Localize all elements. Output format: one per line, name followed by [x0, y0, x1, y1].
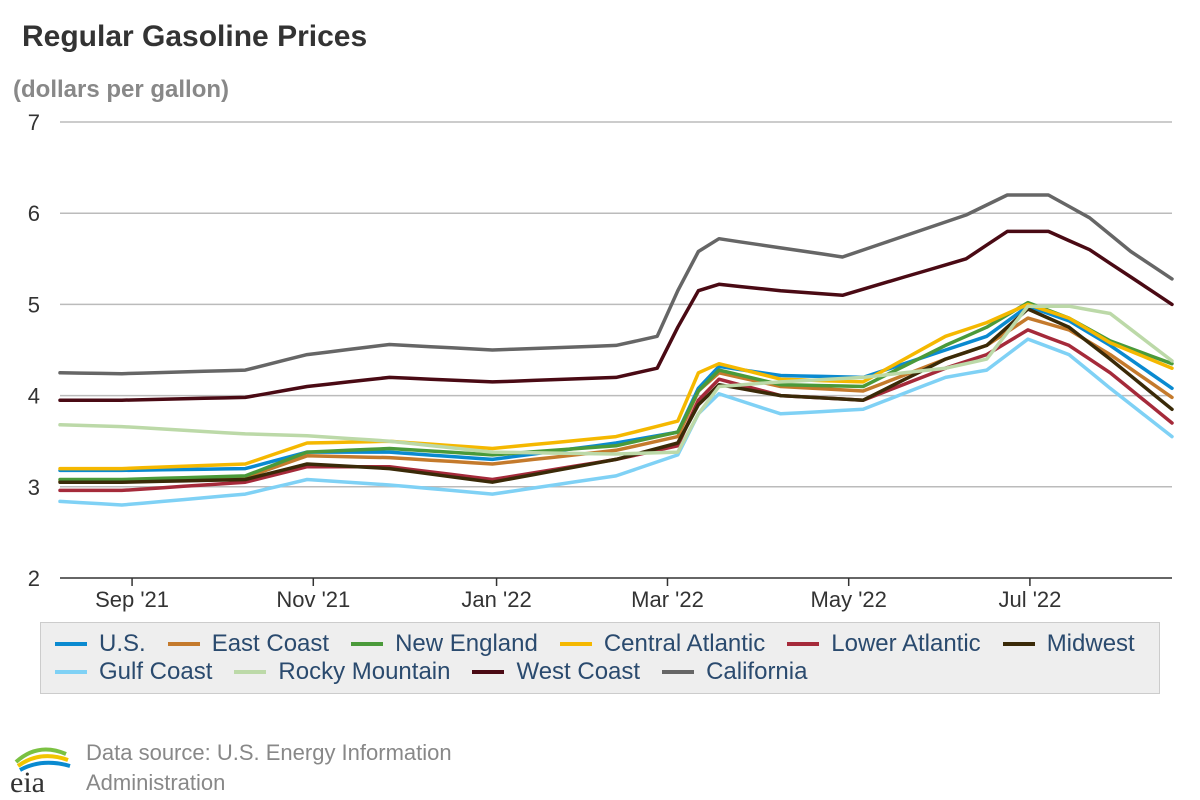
legend-swatch: [234, 670, 267, 674]
legend-item: East Coast: [167, 630, 330, 658]
y-tick-label: 2: [28, 566, 40, 591]
series-line-west-coast: [58, 229, 1174, 402]
series-line-u-s: [58, 304, 1174, 473]
eia-logo: eia: [10, 747, 71, 796]
chart-legend: U.S. East Coast New England Central Atlanti…: [40, 622, 1160, 694]
x-tick-label: Jan '22: [461, 587, 531, 612]
legend-swatch: [787, 642, 820, 646]
legend-item: West Coast: [472, 658, 640, 686]
legend-item: Gulf Coast: [55, 658, 212, 686]
legend-label: Gulf Coast: [99, 658, 213, 685]
y-tick-label: 4: [28, 384, 40, 409]
y-axis: 2 3 4 5 6 7: [28, 110, 40, 591]
legend-item: Midwest: [1002, 630, 1135, 658]
x-tick-label: Sep '21: [95, 587, 169, 612]
data-source-note: Data source: U.S. Energy Information Adm…: [86, 740, 452, 795]
legend-swatch: [472, 670, 505, 674]
line-chart: Sep '21 Nov '21 Jan '22 Mar '22 May '22 Jul '…: [28, 110, 1174, 612]
y-tick-label: 7: [28, 110, 40, 135]
legend-label: U.S.: [99, 630, 146, 657]
series-line-central-atlantic: [58, 302, 1174, 471]
legend-item: U.S.: [55, 630, 146, 658]
series-line-new-england: [58, 300, 1174, 482]
legend-item: California: [662, 658, 807, 686]
series-lines: [58, 193, 1174, 507]
legend-label: East Coast: [211, 630, 330, 657]
legend-label: Central Atlantic: [603, 630, 766, 657]
legend-item: Lower Atlantic: [787, 630, 981, 658]
legend-label: New England: [395, 630, 538, 657]
x-tick-label: Nov '21: [276, 587, 350, 612]
series-line-gulf-coast: [58, 337, 1174, 507]
y-axis-unit-label: (dollars per gallon): [13, 76, 230, 103]
gridlines: [60, 121, 1172, 579]
legend-swatch: [351, 642, 384, 646]
legend-item: Rocky Mountain: [234, 658, 450, 686]
series-line-midwest: [58, 307, 1174, 484]
legend-item: Central Atlantic: [559, 630, 766, 658]
legend-label: West Coast: [516, 658, 641, 685]
legend-label: Lower Atlantic: [831, 630, 981, 657]
y-tick-label: 5: [28, 292, 40, 317]
legend-label: Midwest: [1046, 630, 1135, 657]
legend-swatch: [55, 642, 87, 646]
y-tick-label: 3: [28, 475, 40, 500]
x-tick-label: Mar '22: [631, 587, 704, 612]
legend-swatch: [1002, 642, 1035, 646]
x-tick-label: May '22: [811, 587, 887, 612]
chart-title: Regular Gasoline Prices: [22, 20, 368, 53]
legend-label: Rocky Mountain: [278, 658, 451, 685]
legend-swatch: [55, 670, 87, 674]
legend-swatch: [559, 642, 592, 646]
series-line-rocky-mountain: [58, 304, 1174, 456]
svg-text:eia: eia: [10, 766, 45, 796]
legend-item: New England: [351, 630, 538, 658]
y-tick-label: 6: [28, 201, 40, 226]
x-axis: Sep '21 Nov '21 Jan '22 Mar '22 May '22 Jul '…: [95, 578, 1061, 612]
series-line-california: [58, 193, 1174, 376]
legend-label: California: [706, 658, 808, 685]
x-tick-label: Jul '22: [998, 587, 1061, 612]
legend-swatch: [167, 642, 200, 646]
legend-swatch: [662, 670, 695, 674]
